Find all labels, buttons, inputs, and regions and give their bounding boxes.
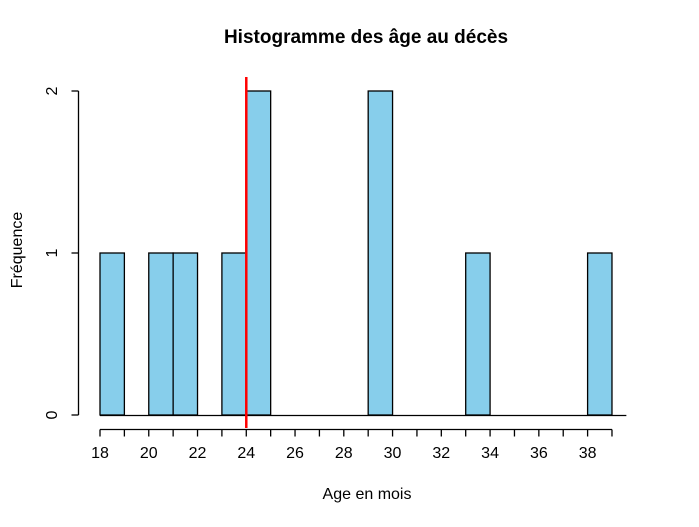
x-tick-label: 20 <box>140 445 158 462</box>
histogram-bar <box>221 252 247 416</box>
histogram-bar <box>172 252 199 416</box>
chart-title: Histogramme des âge au décès <box>223 27 509 48</box>
x-axis-title: Age en mois <box>322 486 412 503</box>
histogram-bar <box>245 90 272 416</box>
histogram-bar <box>148 252 174 416</box>
x-tick-label: 36 <box>530 445 548 462</box>
histogram-bar <box>586 252 613 416</box>
y-tick-label: 0 <box>44 410 61 419</box>
x-tick-label: 24 <box>237 445 255 462</box>
histogram-bar <box>465 252 491 416</box>
x-tick-label: 32 <box>432 445 450 462</box>
x-tick-label: 38 <box>579 445 597 462</box>
histogram-bar <box>99 252 126 416</box>
y-tick-label: 2 <box>44 86 61 95</box>
x-tick-label: 30 <box>384 445 402 462</box>
x-tick-label: 22 <box>189 445 207 462</box>
y-axis-title: Fréquence <box>9 211 26 289</box>
x-tick-label: 18 <box>91 445 109 462</box>
x-tick-label: 26 <box>286 445 304 462</box>
histogram-bar <box>367 90 394 416</box>
y-tick-label: 1 <box>44 248 61 257</box>
x-tick-label: 34 <box>481 445 499 462</box>
x-tick-label: 28 <box>335 445 353 462</box>
